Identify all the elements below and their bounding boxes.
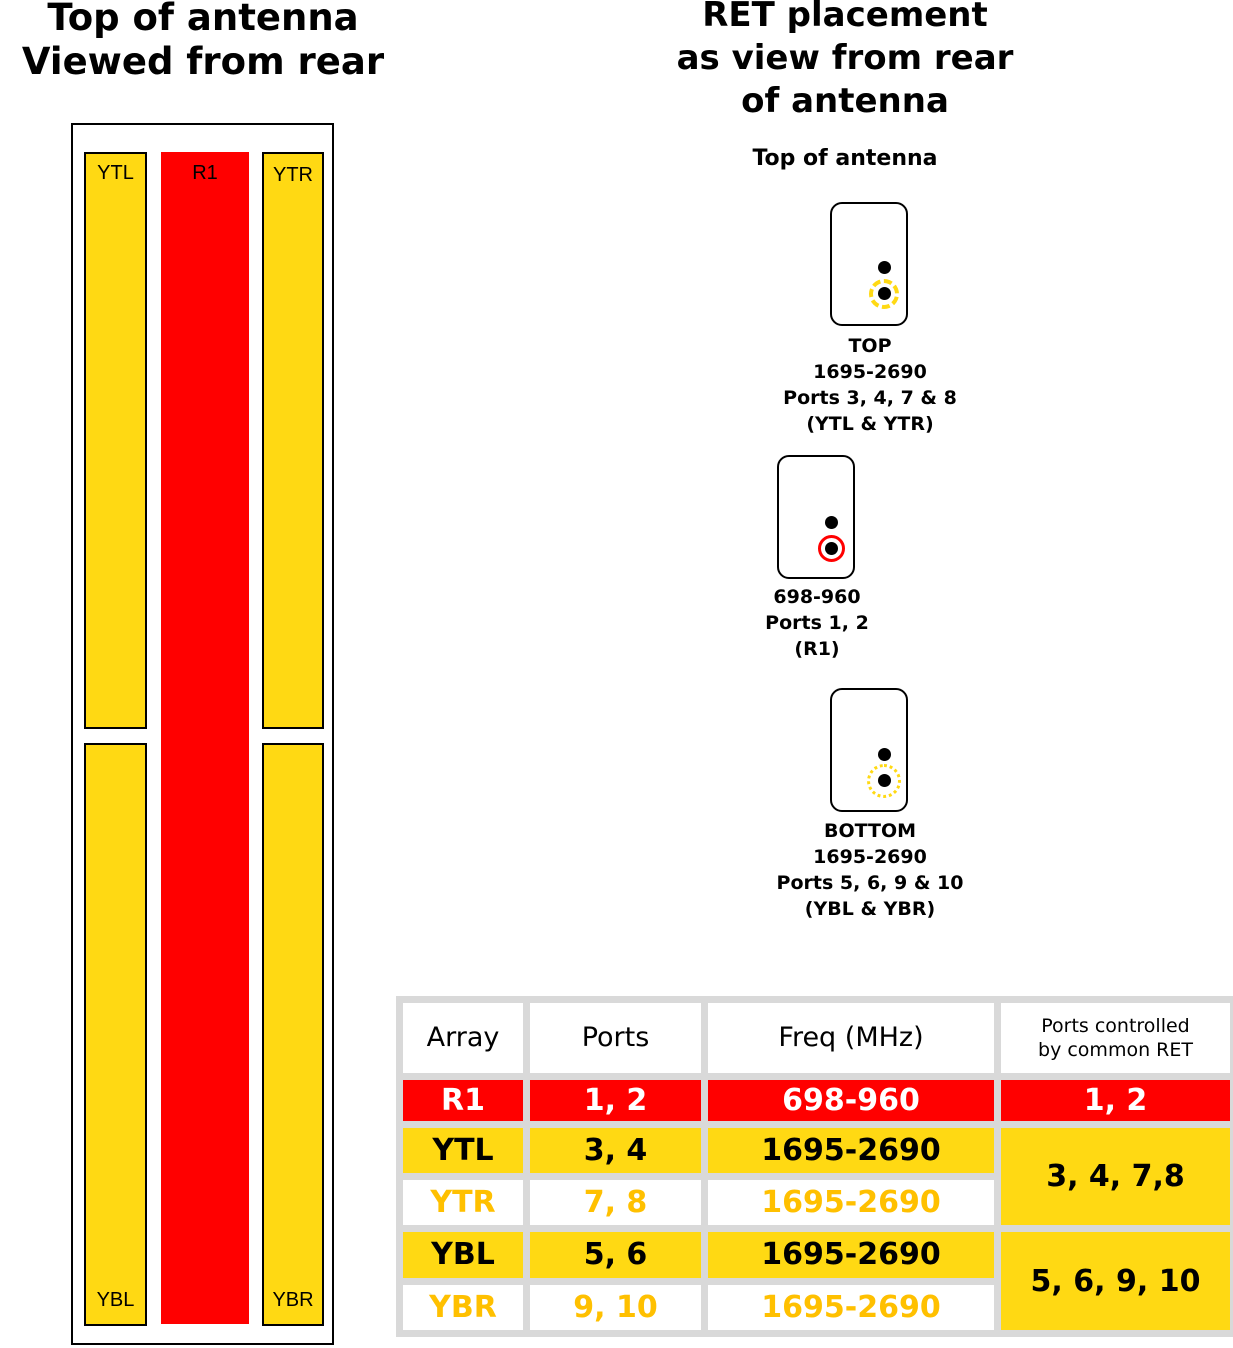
cell-freq: 1695-2690 <box>701 1172 1001 1233</box>
ret-top-label: TOP 1695-2690 Ports 3, 4, 7 & 8 (YTL & Y… <box>760 333 980 437</box>
ret-bottom-label-line-2: 1695-2690 <box>813 846 927 868</box>
array-ybr-label: YBR <box>272 1289 314 1311</box>
right-title-line-2: as view from rear <box>676 38 1014 78</box>
ret-bottom-label-line-4: (YBL & YBR) <box>804 898 936 920</box>
ret-mid <box>777 455 855 579</box>
ret-top-label-line-2: 1695-2690 <box>813 361 927 383</box>
cell-ports: 3, 4 <box>523 1120 708 1181</box>
left-title: Top of antenna Viewed from rear <box>0 0 406 84</box>
cell-ret: 3, 4, 7,8 <box>994 1120 1233 1233</box>
table-row: R1 1, 2 698-960 1, 2 <box>396 1072 1233 1128</box>
cell-ports: 5, 6 <box>523 1225 708 1285</box>
cell-ports: 9, 10 <box>523 1277 708 1338</box>
table-row: YBR 9, 10 1695-2690 <box>396 1277 1233 1338</box>
cell-ret: 5, 6, 9, 10 <box>994 1225 1233 1337</box>
header-ret-line-1: Ports controlled <box>1041 1014 1190 1037</box>
cell-freq: 1695-2690 <box>701 1277 1001 1338</box>
top-of-antenna-label: Top of antenna <box>752 146 938 171</box>
ret-top-label-line-1: TOP <box>848 335 892 357</box>
array-ybl-label: YBL <box>96 1289 135 1311</box>
ret-mid-label: 698-960 Ports 1, 2 (R1) <box>742 584 892 662</box>
cell-array: YBR <box>396 1277 530 1338</box>
right-title-line-3: of antenna <box>741 81 949 121</box>
left-title-line-2: Viewed from rear <box>21 40 385 83</box>
ret-top-yellow-ring <box>869 279 899 309</box>
ret-mid-label-line-3: (R1) <box>794 638 840 660</box>
header-array: Array <box>396 996 530 1080</box>
cell-freq: 1695-2690 <box>701 1225 1001 1285</box>
ret-bottom-label: BOTTOM 1695-2690 Ports 5, 6, 9 & 10 (YBL… <box>745 818 995 922</box>
ret-mid-dot-upper <box>825 516 838 529</box>
cell-freq: 1695-2690 <box>701 1120 1001 1181</box>
ret-top-label-line-3: Ports 3, 4, 7 & 8 <box>783 387 957 409</box>
array-ytl: YTL <box>84 152 147 729</box>
cell-ports: 1, 2 <box>523 1072 708 1128</box>
ret-mid-dot-lower <box>825 542 838 555</box>
ret-bottom-label-line-3: Ports 5, 6, 9 & 10 <box>776 872 964 894</box>
header-ret: Ports controlled by common RET <box>994 996 1233 1080</box>
table-header-row: Array Ports Freq (MHz) Ports controlled … <box>396 996 1233 1080</box>
left-title-line-1: Top of antenna <box>47 0 359 39</box>
ret-bottom-label-line-1: BOTTOM <box>823 820 917 842</box>
ret-mid-label-line-2: Ports 1, 2 <box>765 612 869 634</box>
table-row: YBL 5, 6 1695-2690 5, 6, 9, 10 <box>396 1225 1233 1337</box>
table-row: YTL 3, 4 1695-2690 3, 4, 7,8 <box>396 1120 1233 1233</box>
table-row: YTR 7, 8 1695-2690 <box>396 1172 1233 1233</box>
antenna-rear-view: YTL R1 YTR YBL YBR <box>71 123 334 1345</box>
ret-bottom-dot-lower <box>878 774 891 787</box>
cell-ret: 1, 2 <box>994 1072 1233 1128</box>
right-title: RET placement as view from rear of anten… <box>640 0 1050 123</box>
right-title-line-1: RET placement <box>702 0 988 35</box>
port-table: Array Ports Freq (MHz) Ports controlled … <box>396 996 1233 1338</box>
cell-ports: 7, 8 <box>523 1172 708 1233</box>
header-ports: Ports <box>523 996 708 1080</box>
array-ybl: YBL <box>84 743 147 1326</box>
array-ybr: YBR <box>262 743 324 1326</box>
array-ytr-label: YTR <box>273 164 313 186</box>
ret-bottom-dot-upper <box>878 748 891 761</box>
array-ytr: YTR <box>262 152 324 729</box>
cell-freq: 698-960 <box>701 1072 1001 1128</box>
cell-array: YTR <box>396 1172 530 1233</box>
ret-bottom <box>830 688 908 812</box>
ret-top <box>830 202 908 326</box>
ret-bottom-yellow-ring <box>867 764 901 798</box>
ret-mid-red-ring <box>818 535 845 562</box>
cell-array: YTL <box>396 1120 530 1181</box>
cell-array: YBL <box>396 1225 530 1285</box>
ret-top-dot-lower <box>878 287 891 300</box>
array-ytl-label: YTL <box>97 162 134 184</box>
array-r1: R1 <box>161 152 249 1324</box>
array-r1-label: R1 <box>192 162 218 184</box>
header-ret-line-2: by common RET <box>1038 1038 1193 1061</box>
ret-top-dot-upper <box>878 261 891 274</box>
ret-mid-label-line-1: 698-960 <box>773 586 861 608</box>
ret-top-label-line-4: (YTL & YTR) <box>806 413 934 435</box>
cell-array: R1 <box>396 1072 530 1128</box>
header-freq: Freq (MHz) <box>701 996 1001 1080</box>
